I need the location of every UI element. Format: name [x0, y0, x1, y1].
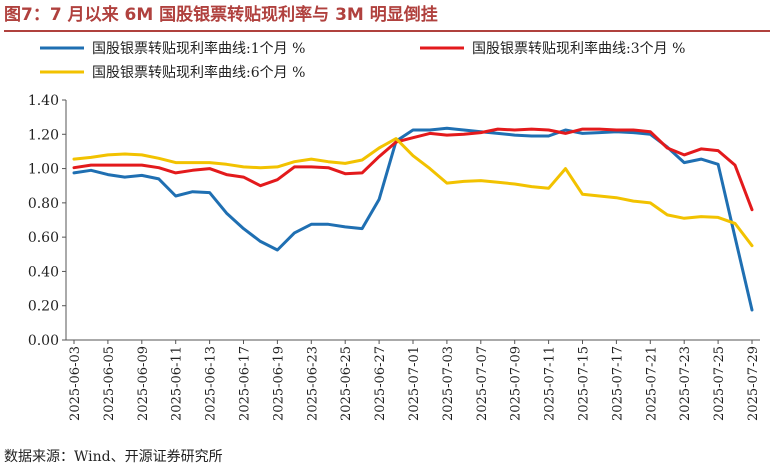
x-tick-label: 2025-06-05	[102, 346, 117, 421]
legend-item-2: 国股银票转贴现利率曲线:3个月 %	[420, 40, 685, 57]
x-tick-label: 2025-06-09	[136, 346, 151, 421]
x-tick-label: 2025-07-09	[509, 346, 524, 421]
x-tick-label: 2025-07-07	[475, 346, 490, 421]
series-line-3	[72, 137, 754, 248]
legend-label: 国股银票转贴现利率曲线:1个月 %	[92, 40, 305, 57]
x-tick-label: 2025-06-23	[305, 346, 320, 421]
legend-item-3: 国股银票转贴现利率曲线:6个月 %	[40, 64, 305, 81]
x-tick-label: 2025-07-03	[441, 346, 456, 421]
x-tick-label: 2025-06-13	[204, 346, 219, 421]
x-tick-label: 2025-06-25	[339, 346, 354, 421]
y-tick-label: 0.40	[28, 264, 59, 280]
y-tick-label: 0.80	[28, 196, 59, 212]
axes: 0.00 0.20 0.40 0.60 0.80 1.00 1.20 1.40 2025-06-…	[28, 93, 761, 421]
series-line-2	[72, 127, 754, 212]
chart-title: 图7：7 月以来 6M 国股银票转贴现利率与 3M 明显倒挂	[4, 5, 438, 25]
y-tick-label: 0.60	[28, 230, 59, 246]
y-tick-label: 1.40	[28, 93, 59, 109]
x-tick-label: 2025-07-21	[644, 346, 659, 421]
x-tick-label: 2025-07-01	[407, 346, 422, 421]
series-lines	[72, 126, 754, 312]
y-tick-label: 1.20	[28, 127, 59, 143]
y-tick-label: 0.20	[28, 299, 59, 315]
x-tick-label: 2025-07-29	[746, 346, 761, 421]
x-tick-label: 2025-06-11	[170, 346, 185, 421]
x-tick-label: 2025-06-27	[373, 346, 388, 421]
series-line-1	[72, 126, 754, 312]
x-tick-label: 2025-07-17	[610, 346, 625, 421]
y-tick-label: 1.00	[28, 162, 59, 178]
title-divider	[4, 30, 770, 32]
x-tick-label: 2025-07-11	[543, 346, 558, 421]
x-tick-label: 2025-07-23	[678, 346, 693, 421]
x-tick-label: 2025-06-03	[68, 346, 83, 421]
x-tick-label: 2025-07-25	[712, 346, 727, 421]
x-tick-label: 2025-07-15	[577, 346, 592, 421]
x-tick-label: 2025-06-17	[238, 346, 253, 421]
legend-item-1: 国股银票转贴现利率曲线:1个月 %	[40, 40, 305, 57]
legend-label: 国股银票转贴现利率曲线:6个月 %	[92, 64, 305, 81]
legend: 国股银票转贴现利率曲线:1个月 % 国股银票转贴现利率曲线:3个月 % 国股银票转贴…	[40, 40, 685, 81]
x-tick-label: 2025-06-19	[271, 346, 286, 421]
y-tick-label: 0.00	[28, 333, 59, 349]
data-source-note: 数据来源：Wind、开源证券研究所	[4, 449, 223, 465]
legend-label: 国股银票转贴现利率曲线:3个月 %	[472, 40, 685, 57]
